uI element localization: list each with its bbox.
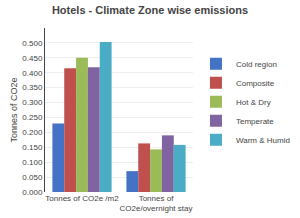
svg-text:Tonnes ofCO2e/overnight stay: Tonnes ofCO2e/overnight stay xyxy=(120,194,193,213)
svg-text:Composite: Composite xyxy=(236,79,275,88)
svg-text:0.200: 0.200 xyxy=(22,128,43,137)
svg-text:Temperate: Temperate xyxy=(236,117,274,126)
svg-text:0.100: 0.100 xyxy=(22,158,43,167)
svg-text:0.150: 0.150 xyxy=(22,143,43,152)
svg-text:0.050: 0.050 xyxy=(22,173,43,182)
svg-text:0.350: 0.350 xyxy=(22,83,43,92)
svg-text:0.500: 0.500 xyxy=(22,39,43,48)
svg-text:Hot & Dry: Hot & Dry xyxy=(236,98,271,107)
svg-text:0.400: 0.400 xyxy=(22,69,43,78)
svg-text:Cold region: Cold region xyxy=(236,60,277,69)
svg-text:Tonnes of CO2e: Tonnes of CO2e xyxy=(9,77,19,142)
svg-text:0.300: 0.300 xyxy=(22,98,43,107)
svg-text:0.250: 0.250 xyxy=(22,113,43,122)
svg-text:0.000: 0.000 xyxy=(22,188,43,197)
svg-text:Warm & Humid: Warm & Humid xyxy=(236,136,290,145)
svg-text:0.450: 0.450 xyxy=(22,54,43,63)
svg-text:Tonnes of CO2e /m2: Tonnes of CO2e /m2 xyxy=(45,194,119,203)
svg-text:Hotels - Climate Zone wise emi: Hotels - Climate Zone wise emissions xyxy=(52,4,248,16)
